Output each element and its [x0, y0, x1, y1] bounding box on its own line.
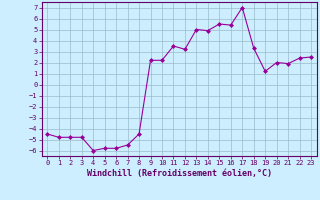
X-axis label: Windchill (Refroidissement éolien,°C): Windchill (Refroidissement éolien,°C)	[87, 169, 272, 178]
